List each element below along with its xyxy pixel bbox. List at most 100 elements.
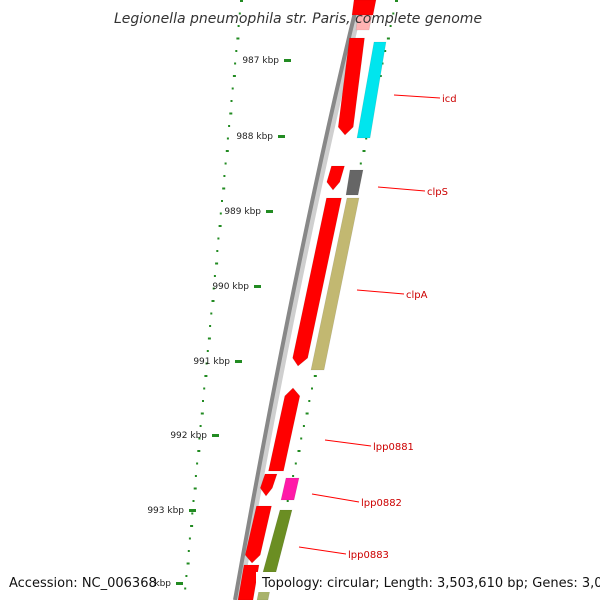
footer-left-bg — [4, 572, 154, 592]
gc-dot — [219, 212, 222, 215]
gene-bar-clpa — [310, 197, 360, 371]
gene-label-leader — [377, 186, 426, 192]
gc-dot — [362, 150, 366, 152]
kbp-tick-label: 993 kbp — [147, 506, 184, 516]
kbp-tick-label: 990 kbp — [212, 282, 249, 292]
kbp-tick-label: 992 kbp — [170, 431, 207, 441]
gc-dot — [213, 275, 216, 277]
gc-dot — [184, 587, 187, 590]
gc-dot — [193, 487, 197, 490]
kbp-tick-label: 991 kbp — [193, 357, 230, 367]
gene-labels: icd clpS clpA lpp0881 lpp0882 lpp0883 — [298, 94, 457, 561]
gc-dot — [198, 437, 201, 440]
gc-dot — [186, 562, 190, 565]
gc-dot — [389, 25, 392, 27]
gc-dot — [384, 50, 387, 52]
gc-dot — [235, 50, 238, 52]
gene-bar-icd — [356, 41, 387, 139]
gene-label-leader — [393, 94, 441, 99]
kbp-tick-mark — [235, 360, 242, 363]
gc-dot — [294, 462, 297, 465]
kbp-tick-label: 989 kbp — [224, 207, 261, 217]
gc-dot — [222, 187, 226, 190]
gc-dot — [286, 500, 289, 502]
gene-arrow-clpa — [292, 197, 342, 367]
gc-dot — [188, 537, 191, 540]
gc-dot — [207, 337, 211, 340]
gene-label-leader — [311, 493, 360, 503]
gc-dot — [187, 550, 190, 552]
kbp-tick-mark — [254, 285, 261, 288]
gc-dot — [226, 137, 229, 140]
gc-dot — [225, 150, 229, 152]
gc-dot — [202, 400, 204, 402]
gc-dot — [292, 475, 295, 477]
gene-arrow-lpp0882 — [259, 473, 278, 497]
gc-dot — [237, 25, 240, 27]
kbp-tick-mark — [284, 59, 291, 62]
gc-dot — [228, 125, 231, 127]
gc-dot — [212, 287, 215, 290]
gc-dot — [230, 100, 233, 102]
gc-dot — [215, 262, 219, 265]
gc-dot — [217, 237, 220, 240]
gc-dot — [381, 62, 384, 65]
gene-arrow-icd — [337, 37, 365, 136]
accession-text: Accession: NC_006368 — [9, 576, 157, 591]
gc-dot — [197, 450, 201, 452]
kbp-tick-label: 988 kbp — [236, 132, 273, 142]
gene-label-lpp0881: lpp0881 — [373, 442, 414, 453]
kbp-tick-mark — [278, 135, 285, 138]
gc-dot — [297, 450, 301, 452]
gc-dot — [392, 12, 395, 15]
gene-bar-lpp0882 — [280, 477, 300, 501]
gene-label-lpp0882: lpp0882 — [361, 498, 402, 509]
gc-dot — [218, 225, 222, 227]
gc-dot — [359, 162, 362, 165]
gc-dot — [223, 175, 226, 177]
gc-dot — [221, 200, 223, 202]
kbp-tick-label: 987 kbp — [242, 56, 279, 66]
gene-label-icd: icd — [442, 94, 457, 105]
gene-arrow-lpp0883 — [244, 505, 272, 564]
gc-dot — [194, 475, 197, 477]
gene-label-lpp0883: lpp0883 — [348, 550, 389, 561]
gc-dot — [204, 375, 208, 377]
gc-dot — [229, 112, 233, 115]
gc-dot — [305, 412, 309, 415]
gc-dot — [196, 462, 199, 465]
gc-dot — [209, 325, 212, 327]
gene-arrow-bottom — [237, 564, 260, 600]
kbp-tick-mark — [266, 210, 273, 213]
gc-dot — [311, 387, 313, 390]
gc-dot — [203, 387, 206, 390]
gc-dot — [231, 87, 234, 90]
gc-dot — [224, 162, 227, 165]
gene-arrow-clps — [326, 165, 345, 191]
gene-arrow-top — [351, 0, 377, 16]
gene-label-leader — [298, 546, 347, 555]
gc-dot — [313, 375, 317, 377]
gc-dot — [185, 575, 188, 577]
gc-dot — [190, 525, 194, 527]
kbp-tick-mark — [212, 434, 219, 437]
genome-title: Legionella pneumophila str. Paris, compl… — [114, 11, 482, 27]
footer-right-bg — [256, 572, 596, 592]
genome-summary-text: Topology: circular; Length: 3,503,610 bp… — [261, 576, 600, 591]
gc-dot — [210, 312, 213, 315]
gene-features — [237, 0, 387, 600]
gc-dot — [308, 400, 311, 402]
kbp-tick-mark — [189, 509, 196, 512]
gc-dot — [240, 0, 243, 2]
genome-backbone — [233, 0, 360, 600]
gene-label-leader — [356, 289, 405, 295]
gc-dot — [232, 75, 236, 77]
gene-bar-clps — [345, 169, 364, 196]
gc-dot — [238, 12, 241, 15]
gc-dot — [205, 362, 208, 365]
gene-label-leader — [324, 439, 372, 447]
gene-label-clpa: clpA — [406, 290, 428, 301]
gc-dot — [386, 37, 390, 40]
backbone-shadow — [234, 0, 365, 600]
